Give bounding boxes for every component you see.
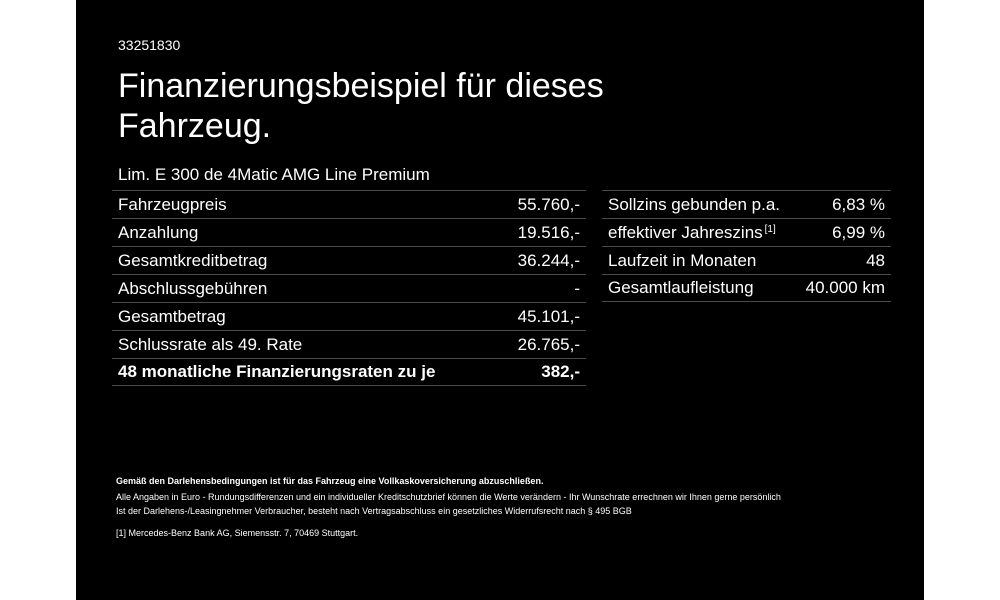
row-label: 48 monatliche Finanzierungsraten zu je [118, 362, 436, 381]
table-row: Schlussrate als 49. Rate 26.765,- [112, 330, 586, 358]
finance-table-right: Sollzins gebunden p.a. 6,83 % effektiver… [602, 190, 891, 302]
table-row: Sollzins gebunden p.a. 6,83 % [602, 190, 891, 218]
finance-table-left: Fahrzeugpreis 55.760,- Anzahlung 19.516,… [112, 190, 586, 386]
row-label: Sollzins gebunden p.a. [608, 194, 781, 214]
legal-notes: Gemäß den Darlehensbedingungen ist für d… [116, 474, 896, 540]
row-value: 55.760,- [517, 194, 580, 214]
table-row: Laufzeit in Monaten 48 [602, 246, 891, 274]
row-label: Schlussrate als 49. Rate [118, 334, 303, 354]
row-label: Fahrzeugpreis [118, 194, 227, 214]
page-title: Finanzierungsbeispiel für dieses Fahrzeu… [118, 67, 604, 145]
table-row: Fahrzeugpreis 55.760,- [112, 190, 586, 218]
row-value: 40.000 km [805, 278, 885, 297]
table-row: Gesamtlaufleistung 40.000 km [602, 274, 891, 302]
footnote-marker: [1] [116, 528, 127, 538]
row-label: Laufzeit in Monaten [608, 250, 757, 270]
row-value: - [574, 278, 580, 298]
table-row: Gesamtkreditbetrag 36.244,- [112, 246, 586, 274]
row-label: effektiver Jahreszins [1] [608, 223, 776, 243]
row-label: Gesamtlaufleistung [608, 278, 754, 297]
footnote-marker: [1] [764, 223, 776, 235]
row-value: 19.516,- [517, 222, 580, 242]
insurance-note: Gemäß den Darlehensbedingungen ist für d… [116, 476, 544, 486]
row-value: 26.765,- [517, 334, 580, 354]
row-value: 45.101,- [517, 306, 580, 326]
table-row: Anzahlung 19.516,- [112, 218, 586, 246]
table-row: Abschlussgebühren - [112, 274, 586, 302]
row-value: 48 [866, 250, 885, 270]
vehicle-model: Lim. E 300 de 4Matic AMG Line Premium [118, 165, 430, 184]
table-row: effektiver Jahreszins [1] 6,99 % [602, 218, 891, 246]
row-value: 36.244,- [517, 250, 580, 270]
disclaimer-line: Ist der Darlehens-/Leasingnehmer Verbrau… [116, 506, 632, 516]
row-label: Anzahlung [118, 222, 199, 242]
reference-number: 33251830 [118, 37, 181, 53]
label-text: effektiver Jahreszins [608, 222, 763, 242]
row-value: 382,- [541, 362, 580, 381]
row-label: Gesamtbetrag [118, 306, 226, 326]
footnote: [1] Mercedes-Benz Bank AG, Siemensstr. 7… [116, 526, 896, 540]
disclaimer-line: Alle Angaben in Euro - Rundungsdifferenz… [116, 492, 781, 502]
row-value: 6,99 % [832, 222, 885, 242]
monthly-rate-row: 48 monatliche Finanzierungsraten zu je 3… [112, 358, 586, 386]
table-row: Gesamtbetrag 45.101,- [112, 302, 586, 330]
row-value: 6,83 % [832, 194, 885, 214]
row-label: Abschlussgebühren [118, 278, 268, 298]
finance-panel: 33251830 Finanzierungsbeispiel für diese… [76, 0, 924, 600]
row-label: Gesamtkreditbetrag [118, 250, 268, 270]
footnote-text: Mercedes-Benz Bank AG, Siemensstr. 7, 70… [128, 528, 359, 538]
